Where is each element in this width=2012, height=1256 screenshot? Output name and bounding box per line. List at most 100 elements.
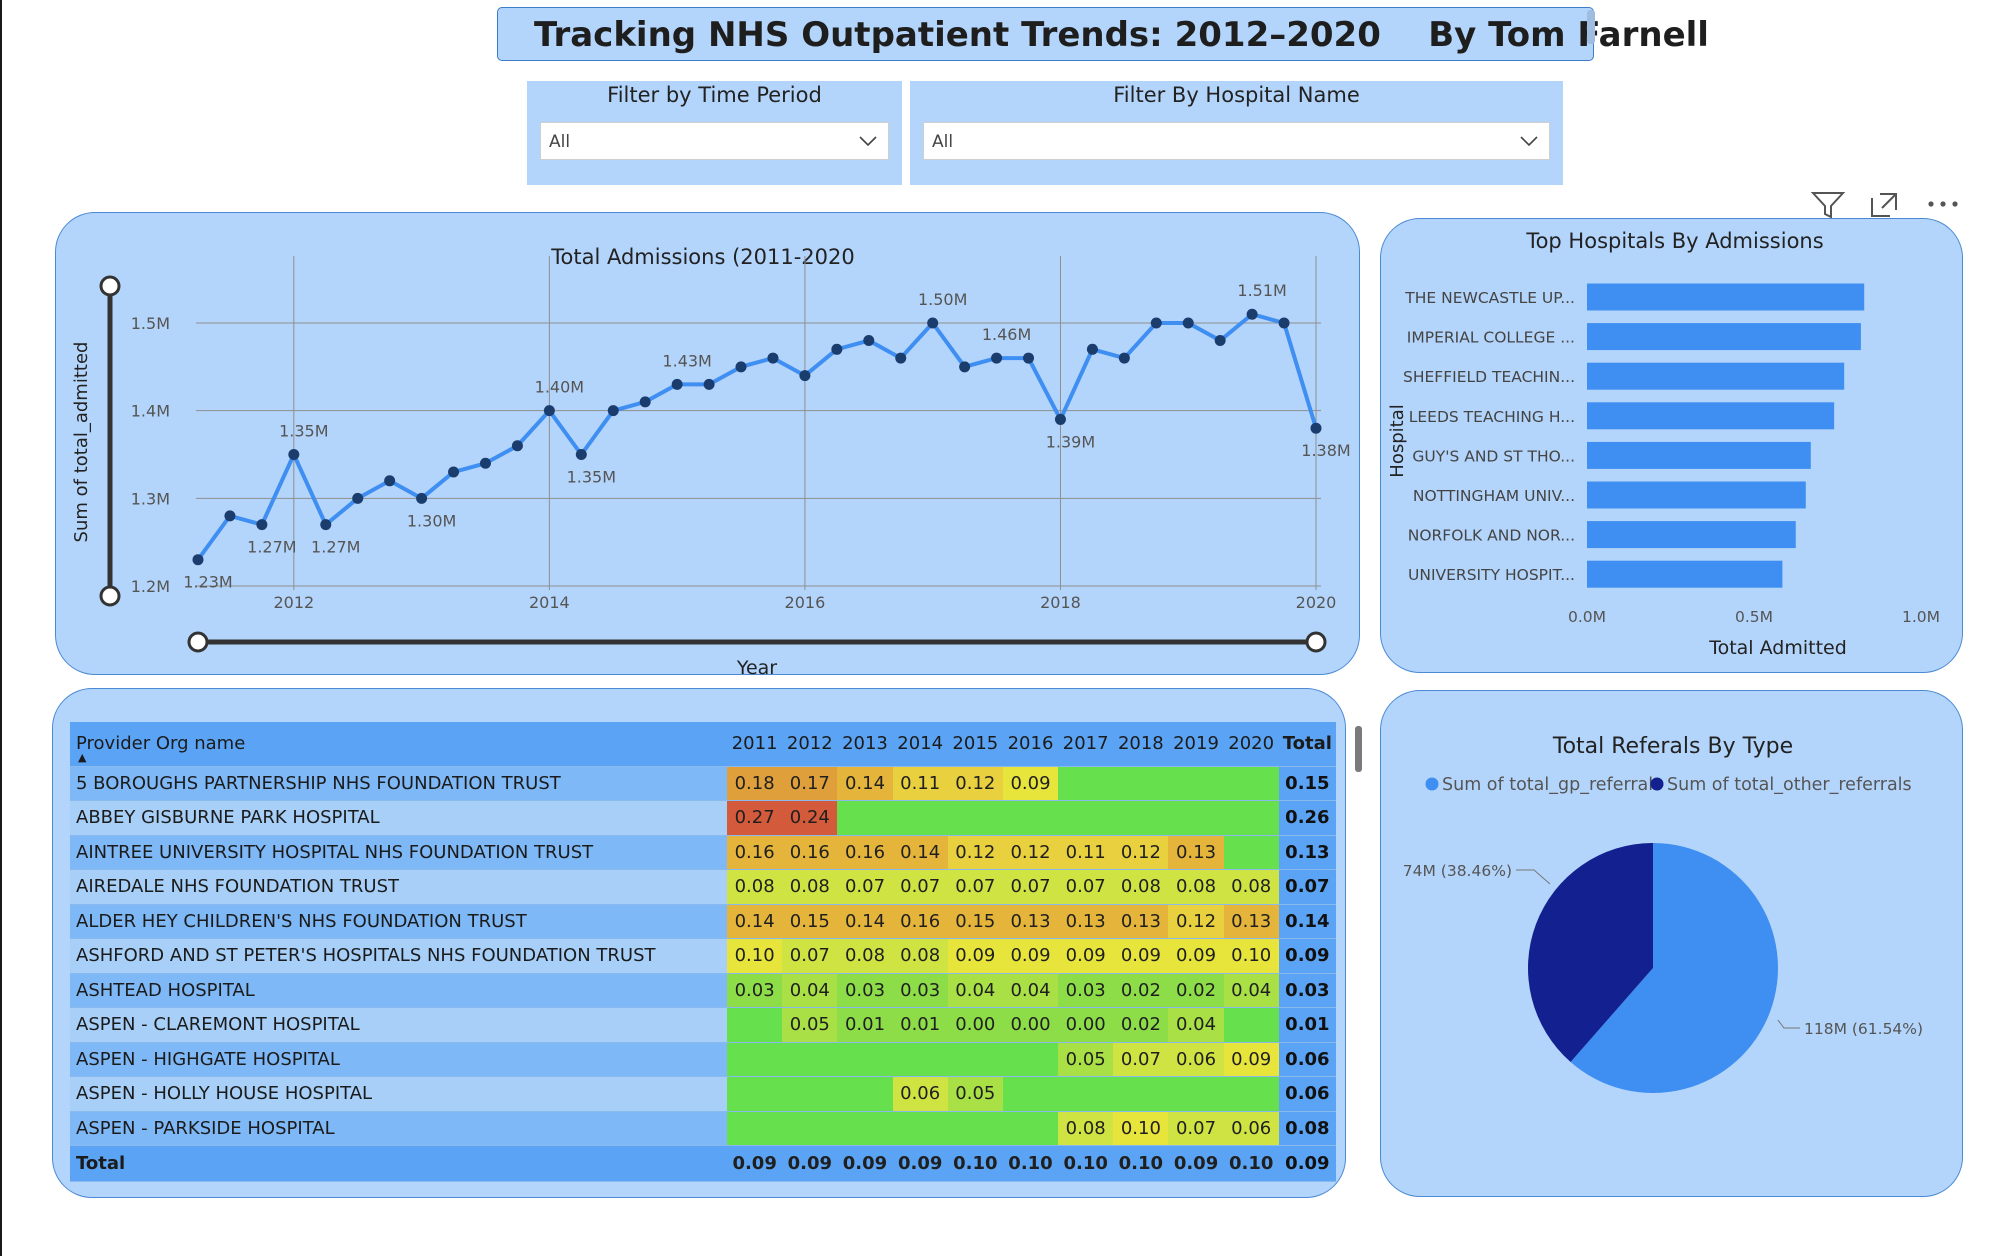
matrix-row[interactable]: ASPEN - HIGHGATE HOSPITAL 0.05 0.07 0.06 0.0… <box>70 1042 1336 1077</box>
column-header-year[interactable]: 2020 <box>1223 722 1279 767</box>
hospital-bar[interactable] <box>1587 441 1811 469</box>
matrix-row[interactable]: 5 BOROUGHS PARTNERSHIP NHS FOUNDATION TR… <box>70 766 1336 801</box>
data-point[interactable] <box>607 405 619 417</box>
pie-slice[interactable] <box>1570 843 1778 1093</box>
data-point[interactable] <box>1118 352 1130 364</box>
data-point[interactable] <box>703 378 715 390</box>
data-point[interactable] <box>959 361 971 373</box>
data-point[interactable] <box>895 352 907 364</box>
x-zoom-handle-right[interactable] <box>1305 631 1327 653</box>
column-header-year[interactable]: 2014 <box>892 722 948 767</box>
data-point[interactable] <box>543 405 555 417</box>
data-point[interactable] <box>416 492 428 504</box>
hospital-bar[interactable] <box>1587 323 1861 351</box>
data-point[interactable] <box>863 335 875 347</box>
data-point[interactable] <box>991 352 1003 364</box>
data-point[interactable] <box>1182 317 1194 329</box>
matrix-value-cell <box>1168 1076 1224 1112</box>
matrix-row[interactable]: ASHTEAD HOSPITAL 0.03 0.04 0.03 0.03 0.04 0.04… <box>70 973 1336 1008</box>
matrix-value-cell <box>1168 766 1224 801</box>
data-point[interactable] <box>1246 308 1258 320</box>
data-point[interactable] <box>1214 335 1226 347</box>
hospital-bar[interactable] <box>1587 362 1845 390</box>
data-point[interactable] <box>767 352 779 364</box>
data-point[interactable] <box>1023 352 1035 364</box>
matrix-value-cell: 0.03 <box>892 973 948 1008</box>
sort-ascending-icon[interactable]: ▲ <box>78 750 87 764</box>
matrix-row[interactable]: ASPEN - CLAREMONT HOSPITAL 0.05 0.01 0.01 0.… <box>70 1007 1336 1043</box>
data-point[interactable] <box>192 554 204 566</box>
data-point[interactable] <box>288 449 300 460</box>
data-point[interactable] <box>1278 317 1290 329</box>
dashboard-title-box: Tracking NHS Outpatient Trends: 2012–202… <box>497 7 1709 61</box>
data-point[interactable] <box>224 510 236 522</box>
more-options-icon[interactable] <box>1926 194 1960 218</box>
visual-header-toolbar <box>1810 190 1960 219</box>
data-point[interactable] <box>575 449 587 460</box>
matrix-value-cell: 0.15 <box>947 904 1003 939</box>
column-header-year[interactable]: 2019 <box>1168 722 1224 767</box>
column-header-year[interactable]: 2016 <box>1002 722 1059 767</box>
data-point[interactable] <box>352 492 364 504</box>
column-header-total[interactable]: Total <box>1278 722 1336 767</box>
data-point[interactable] <box>799 370 811 382</box>
focus-mode-icon[interactable] <box>1868 190 1900 224</box>
matrix-value-cell <box>1058 1076 1114 1112</box>
data-point[interactable] <box>1086 343 1098 355</box>
row-total-cell: 0.07 <box>1278 869 1336 905</box>
data-point[interactable] <box>735 361 747 373</box>
data-point[interactable] <box>671 378 683 390</box>
matrix-row[interactable]: ALDER HEY CHILDREN'S NHS FOUNDATION TRUS… <box>70 904 1336 939</box>
time-period-dropdown[interactable]: All <box>540 122 889 160</box>
matrix-row[interactable]: ASPEN - HOLLY HOUSE HOSPITAL 0.06 0.05 0.06 <box>70 1076 1336 1112</box>
matrix-row[interactable]: AIREDALE NHS FOUNDATION TRUST 0.08 0.08 0.0… <box>70 869 1336 905</box>
data-point[interactable] <box>511 440 523 452</box>
matrix-value-cell: 0.12 <box>1168 904 1224 939</box>
data-point[interactable] <box>256 519 268 531</box>
legend-label[interactable]: Sum of total_other_referrals <box>1667 775 1912 795</box>
column-header-year[interactable]: 2017 <box>1058 722 1114 767</box>
hospital-bar[interactable] <box>1587 283 1865 311</box>
hospital-bar[interactable] <box>1587 560 1783 588</box>
matrix-scrollbar[interactable] <box>1355 726 1362 772</box>
column-header-year[interactable]: 2012 <box>782 722 838 767</box>
hospital-bar[interactable] <box>1587 402 1835 430</box>
matrix-total-row[interactable]: Total 0.09 0.09 0.09 0.09 0.10 0.10 0.10 0.10 0.0… <box>70 1145 1336 1182</box>
column-header-year[interactable]: 2018 <box>1113 722 1169 767</box>
column-header-year[interactable]: 2011 <box>727 722 783 767</box>
data-point[interactable] <box>448 466 460 478</box>
column-header-provider[interactable]: Provider Org name ▲ <box>70 722 728 767</box>
data-point[interactable] <box>1150 317 1162 329</box>
total-row-label: Total <box>70 1145 728 1182</box>
y-zoom-handle-bottom[interactable] <box>99 585 121 607</box>
data-point[interactable] <box>479 457 491 469</box>
row-total-cell: 0.08 <box>1278 1111 1336 1146</box>
pie-slice[interactable] <box>1528 843 1653 1062</box>
column-header-year[interactable]: 2013 <box>837 722 893 767</box>
data-point[interactable] <box>1310 422 1322 434</box>
data-point[interactable] <box>320 519 332 531</box>
hospital-bar[interactable] <box>1587 521 1796 549</box>
matrix-row[interactable]: AINTREE UNIVERSITY HOSPITAL NHS FOUNDATI… <box>70 835 1336 870</box>
data-point[interactable] <box>1054 413 1066 425</box>
title-resize-handle[interactable] <box>1587 10 1595 44</box>
matrix-row[interactable]: ASPEN - PARKSIDE HOSPITAL 0.08 0.10 0.07 0.0… <box>70 1111 1336 1146</box>
matrix-row[interactable]: ABBEY GISBURNE PARK HOSPITAL 0.27 0.24 0.26 <box>70 800 1336 836</box>
hospital-name-dropdown[interactable]: All <box>923 122 1550 160</box>
data-point[interactable] <box>927 317 939 329</box>
hospital-name-label: Filter By Hospital Name <box>1113 83 1360 107</box>
y-zoom-handle-top[interactable] <box>99 275 121 297</box>
data-point[interactable] <box>639 396 651 408</box>
legend-label[interactable]: Sum of total_gp_referrals <box>1442 775 1662 795</box>
legend-marker[interactable] <box>1425 777 1439 791</box>
column-header-year[interactable]: 2015 <box>947 722 1003 767</box>
hospital-bar[interactable] <box>1587 481 1806 509</box>
x-zoom-handle-left[interactable] <box>187 631 209 653</box>
matrix-row[interactable]: ASHFORD AND ST PETER'S HOSPITALS NHS FOU… <box>70 938 1336 974</box>
legend-marker[interactable] <box>1650 777 1664 791</box>
provider-name: AINTREE UNIVERSITY HOSPITAL NHS FOUNDATI… <box>70 835 728 870</box>
hospital-category-label: NORFOLK AND NOR... <box>1408 527 1575 545</box>
data-point[interactable] <box>384 475 396 487</box>
data-point[interactable] <box>831 343 843 355</box>
filter-icon[interactable] <box>1810 190 1846 224</box>
